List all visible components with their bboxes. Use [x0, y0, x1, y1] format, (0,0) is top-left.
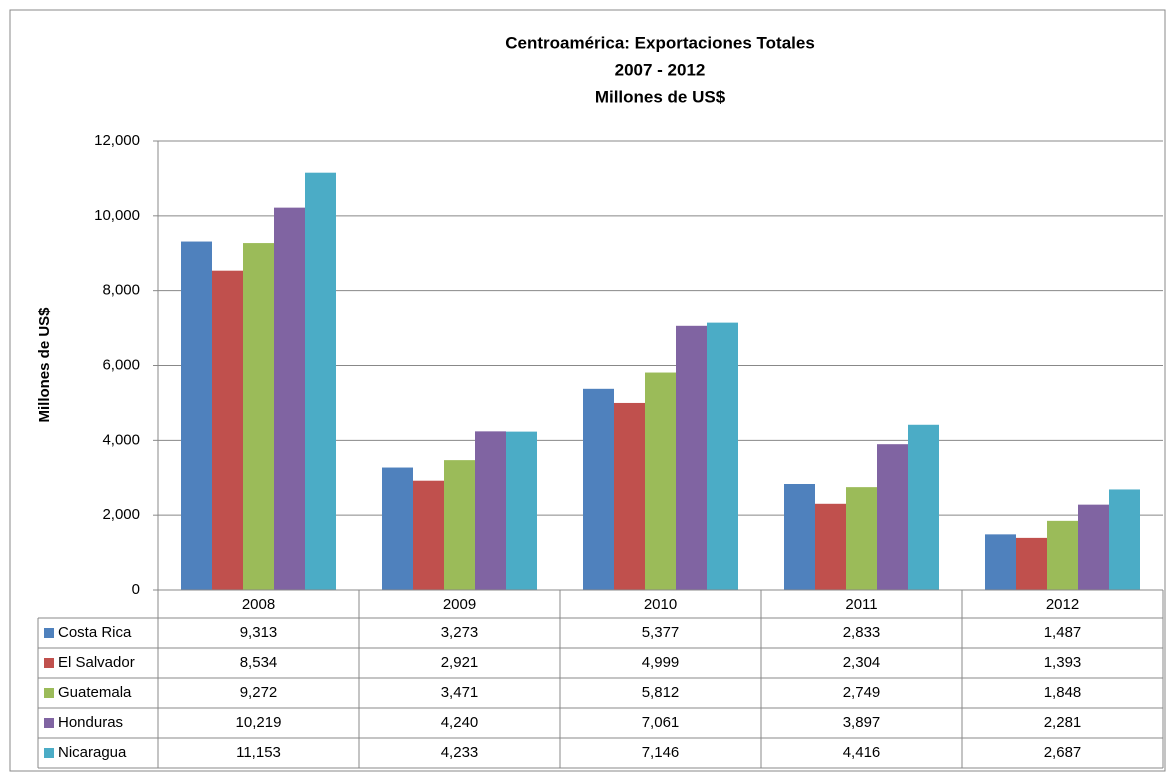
y-tick-label: 2,000 — [102, 506, 140, 523]
table-value: 4,416 — [843, 744, 881, 761]
table-value: 3,897 — [843, 714, 881, 731]
bar — [1047, 520, 1078, 590]
bar — [877, 444, 908, 590]
bar — [413, 480, 444, 590]
bar — [1078, 504, 1109, 590]
y-tick-label: 0 — [132, 581, 140, 598]
table-value: 5,812 — [642, 684, 680, 701]
table-value: 2,749 — [843, 684, 881, 701]
legend-label: Honduras — [58, 714, 123, 731]
bar — [274, 207, 305, 590]
legend-label: Costa Rica — [58, 624, 132, 641]
x-tick-label: 2012 — [1046, 596, 1079, 613]
table-value: 10,219 — [236, 714, 282, 731]
y-tick-label: 6,000 — [102, 356, 140, 373]
table-value: 4,240 — [441, 714, 479, 731]
bar — [676, 325, 707, 590]
table-value: 5,377 — [642, 624, 680, 641]
bar — [583, 388, 614, 590]
y-tick-label: 12,000 — [94, 132, 140, 149]
x-tick-label: 2008 — [242, 596, 275, 613]
x-tick-label: 2011 — [845, 596, 877, 613]
table-value: 4,999 — [642, 654, 680, 671]
bar — [614, 402, 645, 590]
table-value: 3,273 — [441, 624, 479, 641]
y-tick-label: 4,000 — [102, 431, 140, 448]
bar — [908, 424, 939, 590]
legend-key — [44, 718, 54, 728]
x-tick-label: 2009 — [443, 596, 476, 613]
table-value: 2,687 — [1044, 744, 1082, 761]
bar — [506, 431, 537, 590]
table-value: 2,281 — [1044, 714, 1082, 731]
legend-label: El Salvador — [58, 654, 135, 671]
x-tick-label: 2010 — [644, 596, 677, 613]
legend-key — [44, 628, 54, 638]
table-value: 7,061 — [642, 714, 680, 731]
chart-title: Millones de US$ — [595, 87, 726, 106]
table-value: 1,393 — [1044, 654, 1082, 671]
legend-key — [44, 748, 54, 758]
table-value: 7,146 — [642, 744, 680, 761]
bar — [815, 503, 846, 590]
bar — [181, 241, 212, 591]
bar — [444, 460, 475, 590]
table-value: 2,304 — [843, 654, 881, 671]
table-value: 8,534 — [240, 654, 278, 671]
chart-title: Centroamérica: Exportaciones Totales — [505, 33, 815, 52]
bar — [784, 483, 815, 590]
table-value: 1,487 — [1044, 624, 1082, 641]
table-value: 4,233 — [441, 744, 479, 761]
y-tick-label: 10,000 — [94, 207, 140, 224]
y-axis-label: Millones de US$ — [36, 307, 53, 423]
table-value: 1,848 — [1044, 684, 1082, 701]
legend-key — [44, 658, 54, 668]
bar — [243, 243, 274, 590]
bar — [1016, 537, 1047, 590]
legend-key — [44, 688, 54, 698]
bar — [475, 431, 506, 590]
bar — [382, 467, 413, 590]
y-tick-label: 8,000 — [102, 282, 140, 299]
table-value: 2,921 — [441, 654, 479, 671]
legend-label: Guatemala — [58, 684, 132, 701]
bar — [985, 534, 1016, 590]
table-value: 3,471 — [441, 684, 479, 701]
bar — [707, 322, 738, 590]
bar — [846, 487, 877, 590]
legend-label: Nicaragua — [58, 744, 127, 761]
table-value: 9,313 — [240, 624, 278, 641]
chart-title: 2007 - 2012 — [615, 60, 706, 79]
bar — [1109, 489, 1140, 590]
bar — [305, 172, 336, 591]
bar — [212, 270, 243, 590]
table-value: 2,833 — [843, 624, 881, 641]
table-value: 11,153 — [236, 744, 281, 761]
table-value: 9,272 — [240, 684, 278, 701]
bar — [645, 372, 676, 590]
